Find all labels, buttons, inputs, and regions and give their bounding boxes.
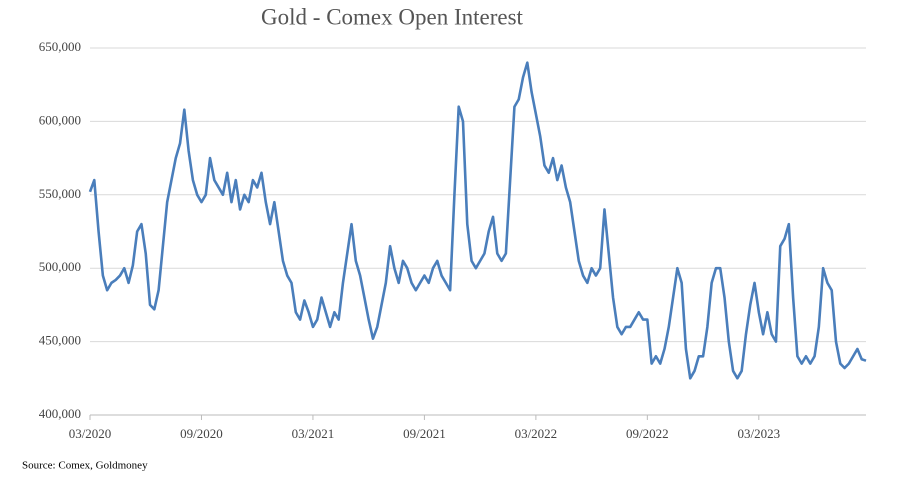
x-tick-label: 09/2021 [403,426,446,441]
data-line [88,61,867,380]
y-tick-label: 400,000 [39,406,81,421]
y-tick-label: 650,000 [39,39,81,54]
x-tick-label: 03/2022 [515,426,558,441]
x-tick-label: 03/2020 [69,426,112,441]
y-tick-label: 550,000 [39,186,81,201]
x-tick-label: 09/2020 [180,426,223,441]
y-tick-label: 600,000 [39,112,81,127]
x-tick-label: 09/2022 [626,426,669,441]
x-tick-label: 03/2023 [738,426,781,441]
y-tick-label: 500,000 [39,259,81,274]
x-tick-label: 03/2021 [292,426,335,441]
chart-title: Gold - Comex Open Interest [261,4,523,29]
source-note: Source: Comex, Goldmoney [22,460,148,472]
y-tick-label: 450,000 [39,333,81,348]
